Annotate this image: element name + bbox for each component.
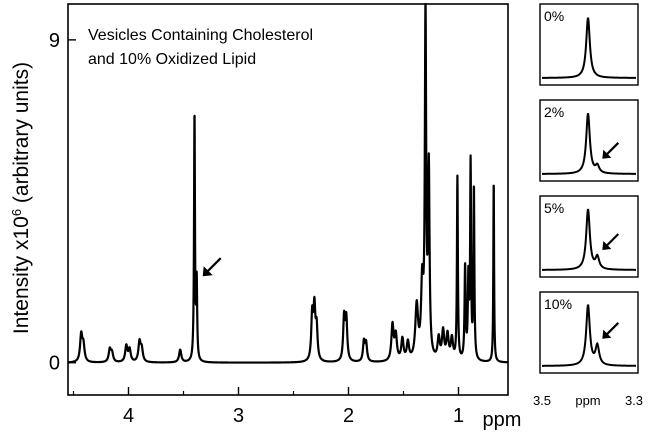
inset-frame [539,99,639,182]
inset-x-tick-left: 3.5 [533,393,551,408]
inset-arrow [604,322,620,337]
inset-arrow [604,233,620,248]
inset-arrow-head [602,329,612,339]
inset-x-tick-right: 3.3 [625,393,643,408]
main-y-ticks: 09 [49,30,76,375]
inset-spectrum-line [542,17,636,79]
inset-arrow [604,142,620,157]
main-y-tick-label: 0 [49,353,60,375]
inset-spectrum-line [542,208,637,271]
main-y-axis-label: Intensity x106 (arbitrary units) [9,62,34,334]
chart-title-line-2: and 10% Oxidized Lipid [88,51,256,68]
main-x-ticks: 4 3 2 1 [72,387,464,427]
inset-arrow-head [602,241,612,250]
chart-title-line-1: Vesicles Containing Cholesterol [88,27,313,44]
main-y-tick-label: 9 [49,30,60,52]
inset-label: 10% [544,296,572,312]
main-spectrum-line [67,2,509,364]
inset-frame [539,195,639,278]
main-x-tick-label: 3 [233,405,244,427]
inset-arrow-head [602,149,612,159]
main-x-tick-label: 2 [343,405,354,427]
annotation-arrow [202,257,222,277]
inset-x-axis-label: ppm [575,393,600,408]
inset-spectrum-line [542,113,636,175]
inset-label: 2% [544,104,564,120]
inset-panel-4: 10% [539,291,639,374]
inset-panels: 0% 2% 5% 10% [539,3,639,374]
inset-frame [539,3,639,86]
inset-panel-1: 0% [539,3,639,86]
y-label-exponent: 6 [9,209,24,216]
main-x-tick-label: 1 [453,405,464,427]
inset-label: 5% [544,200,564,216]
inset-label: 0% [544,8,564,24]
main-plot-frame [67,3,509,396]
main-x-tick-label: 4 [123,405,134,427]
inset-frame [539,291,639,374]
inset-panel-3: 5% [539,195,639,278]
inset-spectrum-line [542,304,636,367]
inset-panel-2: 2% [539,99,639,182]
main-x-axis-label: ppm [483,409,522,431]
